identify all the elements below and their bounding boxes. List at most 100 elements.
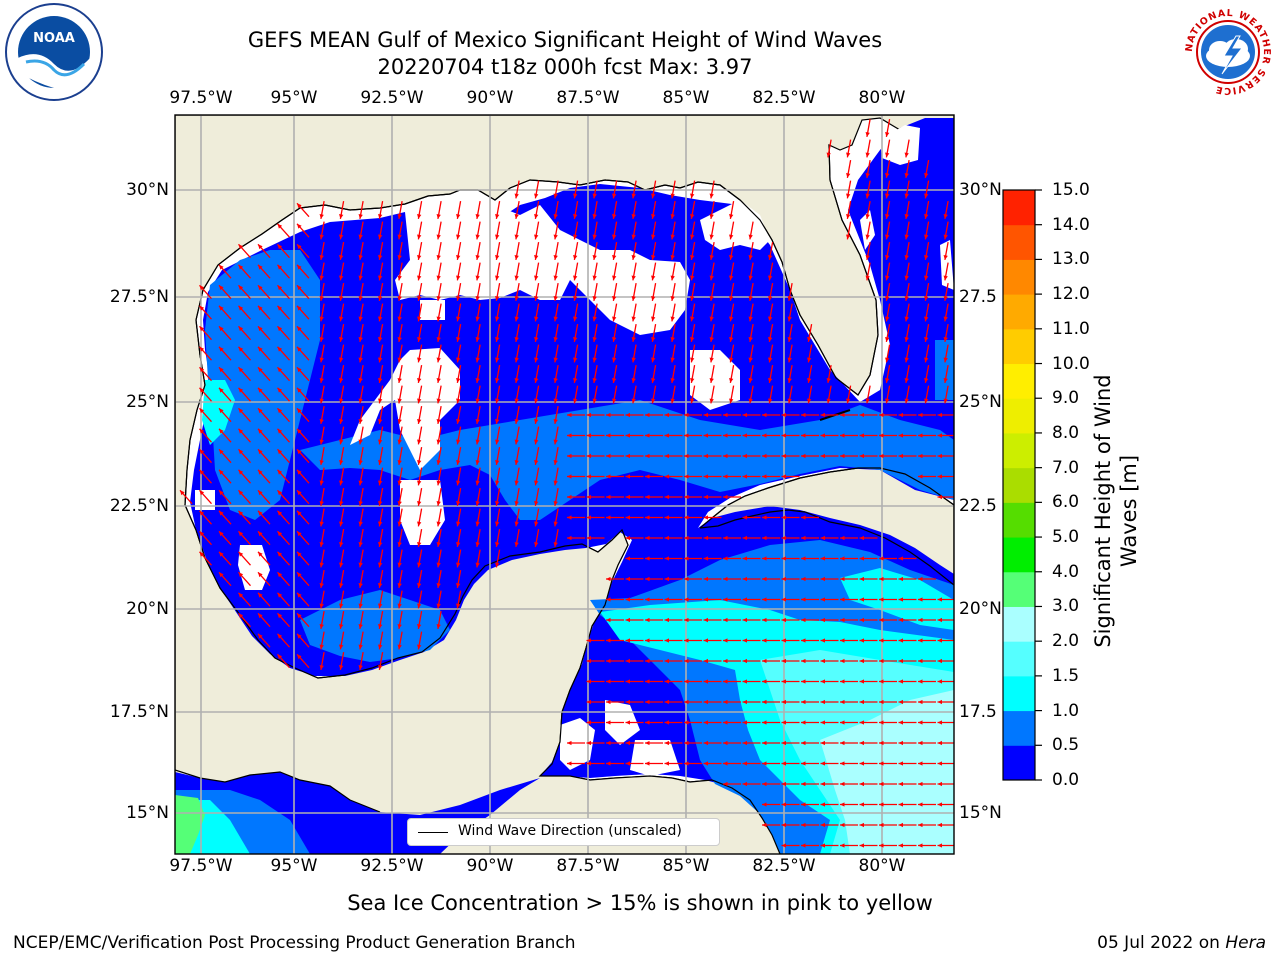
wave-direction-arrow bbox=[631, 201, 637, 219]
wave-direction-arrow bbox=[898, 597, 917, 602]
wave-direction-arrow bbox=[417, 365, 423, 383]
wave-direction-arrow bbox=[553, 385, 559, 404]
colorbar-tick-label: 3.0 bbox=[1052, 596, 1080, 617]
wave-direction-arrow bbox=[631, 242, 637, 260]
wave-direction-arrow bbox=[567, 474, 585, 479]
footer-machine: Hera bbox=[1225, 933, 1266, 953]
wave-direction-arrow bbox=[879, 658, 897, 664]
footer-credit: NCEP/EMC/Verification Post Processing Pr… bbox=[13, 933, 576, 953]
wave-direction-arrow bbox=[742, 699, 761, 705]
wave-direction-arrow bbox=[417, 201, 423, 219]
wave-direction-arrow bbox=[742, 761, 761, 766]
wave-direction-arrow bbox=[762, 433, 780, 438]
wave-direction-arrow bbox=[723, 433, 741, 438]
wave-direction-arrow bbox=[436, 508, 442, 527]
wave-direction-arrow bbox=[898, 781, 917, 787]
wave-direction-arrow bbox=[553, 262, 559, 281]
wave-direction-arrow bbox=[378, 385, 384, 404]
wave-direction-arrow bbox=[534, 385, 540, 404]
wave-direction-arrow bbox=[277, 633, 290, 648]
map-legend: Wind Wave Direction (unscaled) bbox=[407, 818, 720, 846]
wave-direction-arrow bbox=[840, 802, 858, 807]
wave-direction-arrow bbox=[436, 303, 442, 322]
wave-direction-arrow bbox=[742, 740, 761, 746]
wave-direction-arrow bbox=[879, 740, 897, 746]
wave-direction-arrow bbox=[475, 283, 481, 301]
wave-direction-arrow bbox=[918, 699, 936, 705]
legend-line-swatch bbox=[418, 832, 448, 833]
wave-direction-arrow bbox=[358, 508, 364, 527]
wave-direction-arrow bbox=[787, 303, 793, 322]
wave-direction-arrow bbox=[820, 822, 839, 828]
wave-direction-arrow bbox=[631, 221, 637, 240]
colorbar-tick-label: 0.5 bbox=[1052, 735, 1080, 756]
wave-direction-arrow bbox=[514, 488, 520, 506]
wave-direction-arrow bbox=[631, 283, 637, 301]
wave-direction-arrow bbox=[586, 740, 605, 746]
wave-direction-arrow bbox=[378, 529, 384, 547]
wave-direction-arrow bbox=[762, 597, 780, 602]
wave-direction-arrow bbox=[475, 508, 481, 527]
wave-direction-arrow bbox=[865, 262, 871, 281]
wave-direction-arrow bbox=[238, 243, 251, 259]
wave-direction-arrow bbox=[456, 201, 462, 219]
wave-direction-arrow bbox=[436, 611, 442, 629]
wave-direction-arrow bbox=[645, 761, 663, 766]
wave-direction-arrow bbox=[762, 781, 780, 787]
wave-direction-arrow bbox=[514, 201, 520, 219]
wave-direction-arrow bbox=[296, 469, 310, 484]
wave-direction-arrow bbox=[651, 324, 657, 342]
wave-direction-arrow bbox=[397, 508, 403, 527]
wave-direction-arrow bbox=[859, 412, 878, 418]
wave-direction-arrow bbox=[879, 720, 897, 725]
wave-direction-arrow bbox=[606, 515, 624, 520]
wave-direction-arrow bbox=[257, 366, 271, 382]
wave-direction-arrow bbox=[898, 453, 917, 459]
wave-direction-arrow bbox=[475, 467, 481, 486]
wave-direction-arrow bbox=[553, 201, 559, 219]
wave-direction-arrow bbox=[723, 699, 741, 705]
map-frame bbox=[174, 114, 955, 855]
wave-direction-arrow bbox=[762, 679, 780, 684]
wave-direction-arrow bbox=[592, 344, 598, 363]
wave-direction-arrow bbox=[553, 303, 559, 322]
wave-direction-arrow bbox=[768, 385, 774, 404]
longitude-tick-label: 82.5°W bbox=[752, 88, 816, 108]
wave-direction-arrow bbox=[514, 447, 520, 465]
wave-direction-arrow bbox=[631, 324, 637, 342]
wave-direction-arrow bbox=[801, 576, 819, 582]
wave-direction-arrow bbox=[742, 433, 761, 438]
wave-direction-arrow bbox=[885, 242, 891, 260]
wave-direction-arrow bbox=[781, 597, 800, 602]
wave-direction-arrow bbox=[937, 843, 954, 848]
wave-direction-arrow bbox=[553, 426, 559, 445]
wave-direction-arrow bbox=[378, 365, 384, 383]
wave-direction-arrow bbox=[703, 494, 722, 500]
wave-direction-arrow bbox=[703, 638, 722, 643]
wave-direction-arrow bbox=[436, 467, 442, 486]
wave-direction-arrow bbox=[378, 406, 384, 424]
wave-direction-arrow bbox=[612, 283, 618, 301]
wave-direction-arrow bbox=[495, 283, 501, 301]
wave-direction-arrow bbox=[592, 242, 598, 260]
longitude-tick-label: 80°W bbox=[858, 88, 906, 108]
wave-direction-arrow bbox=[358, 242, 364, 260]
wave-direction-arrow bbox=[238, 592, 251, 607]
latitude-tick-label: 20°N bbox=[126, 599, 169, 619]
wave-direction-arrow bbox=[918, 474, 936, 479]
wave-direction-arrow bbox=[937, 412, 954, 418]
wave-direction-arrow bbox=[495, 467, 501, 486]
wave-direction-arrow bbox=[514, 324, 520, 342]
wave-direction-arrow bbox=[296, 428, 310, 443]
wave-direction-arrow bbox=[319, 283, 325, 301]
wave-direction-arrow bbox=[859, 822, 878, 828]
wave-direction-arrow bbox=[801, 843, 819, 848]
wave-direction-arrow bbox=[436, 447, 442, 465]
wave-direction-arrow bbox=[742, 515, 761, 520]
no-data-patches bbox=[195, 125, 954, 776]
wave-direction-arrow bbox=[703, 474, 722, 479]
wave-direction-arrow bbox=[684, 576, 702, 582]
wave-direction-arrow bbox=[436, 365, 442, 383]
wave-direction-arrow bbox=[840, 453, 858, 459]
wave-direction-arrow bbox=[534, 303, 540, 322]
